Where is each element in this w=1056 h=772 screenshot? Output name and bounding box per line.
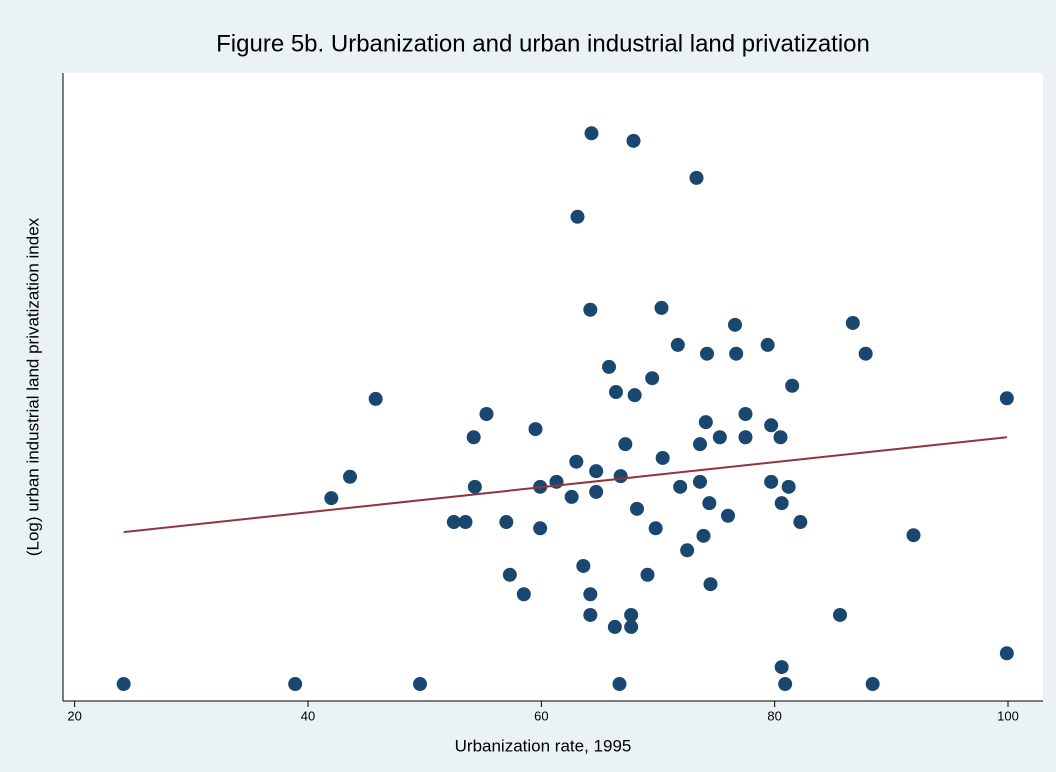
point — [570, 209, 585, 224]
point — [712, 430, 727, 445]
point — [760, 337, 775, 352]
point — [698, 415, 713, 430]
point — [569, 454, 584, 469]
point — [602, 359, 616, 374]
point — [583, 607, 598, 622]
point — [324, 491, 339, 506]
point — [479, 407, 494, 422]
point — [343, 469, 357, 484]
fit-line — [123, 436, 1007, 534]
point — [774, 660, 789, 675]
point — [764, 474, 779, 489]
point — [785, 378, 800, 393]
point — [702, 496, 717, 511]
point — [627, 388, 642, 403]
point — [466, 430, 481, 445]
point — [655, 450, 670, 465]
x-tick-label: 20 — [67, 708, 81, 723]
point — [648, 521, 663, 536]
point — [865, 677, 880, 692]
point — [413, 677, 427, 692]
x-tick-label: 60 — [534, 708, 548, 723]
point — [564, 489, 579, 504]
point — [693, 437, 707, 452]
x-axis-label: Urbanization rate, 1995 — [455, 736, 632, 755]
point — [584, 126, 599, 141]
point — [609, 385, 623, 400]
plot-area — [63, 73, 1043, 701]
point — [781, 479, 796, 494]
point — [673, 479, 688, 494]
point — [728, 317, 742, 332]
point — [626, 133, 641, 148]
point — [721, 508, 735, 523]
point — [528, 422, 543, 437]
point — [613, 469, 628, 484]
point — [738, 407, 753, 422]
point — [703, 577, 718, 592]
point — [612, 677, 627, 692]
point — [793, 515, 808, 530]
point — [116, 677, 131, 692]
point — [624, 607, 639, 622]
point — [467, 479, 482, 494]
point — [589, 484, 604, 499]
y-axis-label: (Log) urban industrial land privatizatio… — [23, 217, 42, 556]
point — [700, 346, 714, 361]
point — [696, 528, 711, 543]
point — [845, 315, 860, 330]
x-tick-label: 100 — [997, 708, 1019, 723]
point — [764, 418, 779, 433]
chart-title: Figure 5b. Urbanization and urban indust… — [216, 30, 870, 57]
point — [607, 619, 622, 634]
point — [693, 474, 707, 489]
point — [689, 170, 704, 185]
point — [833, 607, 847, 622]
point — [858, 346, 873, 361]
point — [502, 567, 517, 582]
point — [999, 646, 1014, 661]
x-tick-label: 80 — [767, 708, 781, 723]
x-tick-label: 40 — [301, 708, 315, 723]
point — [729, 346, 744, 361]
point — [533, 521, 548, 536]
point — [778, 677, 793, 692]
point — [640, 567, 655, 582]
point — [670, 337, 685, 352]
point — [645, 371, 660, 386]
point — [773, 430, 788, 445]
point — [680, 543, 695, 558]
point — [624, 619, 639, 634]
point — [583, 302, 598, 317]
point — [630, 501, 644, 516]
point — [576, 558, 591, 573]
point — [589, 464, 604, 479]
point — [288, 677, 303, 692]
point — [446, 515, 461, 530]
point — [618, 437, 633, 452]
point — [458, 515, 473, 530]
point — [583, 587, 598, 602]
point — [654, 300, 669, 315]
point — [738, 430, 753, 445]
point — [906, 528, 921, 543]
point — [516, 587, 531, 602]
point — [368, 391, 383, 406]
point — [999, 391, 1014, 406]
point — [774, 496, 789, 511]
point — [499, 515, 514, 530]
